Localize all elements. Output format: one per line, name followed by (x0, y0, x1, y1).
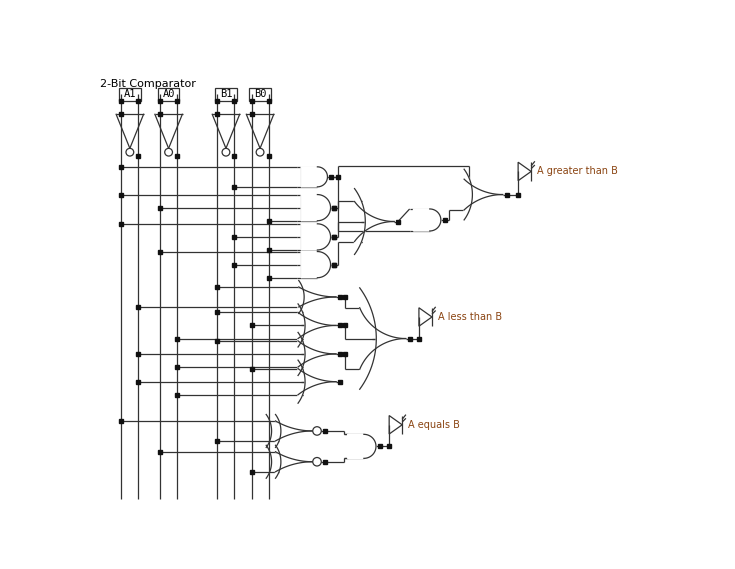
Circle shape (126, 149, 134, 156)
Text: A greater than B: A greater than B (537, 167, 618, 176)
Polygon shape (464, 169, 503, 220)
Text: B1: B1 (220, 89, 232, 100)
Text: A1: A1 (123, 89, 136, 100)
Polygon shape (301, 195, 331, 221)
Polygon shape (414, 209, 441, 231)
Polygon shape (359, 288, 406, 389)
Polygon shape (298, 360, 336, 403)
Circle shape (222, 149, 230, 156)
Polygon shape (354, 188, 394, 254)
Circle shape (313, 427, 321, 435)
Text: A equals B: A equals B (409, 420, 460, 430)
Polygon shape (301, 224, 331, 250)
Circle shape (313, 457, 321, 466)
Circle shape (165, 149, 173, 156)
Polygon shape (298, 281, 336, 314)
Polygon shape (276, 446, 313, 478)
Polygon shape (276, 414, 313, 447)
Polygon shape (298, 304, 336, 347)
Polygon shape (348, 434, 376, 459)
Text: A0: A0 (162, 89, 175, 100)
Polygon shape (301, 251, 331, 278)
Polygon shape (301, 167, 328, 187)
Text: 2-Bit Comparator: 2-Bit Comparator (100, 79, 196, 89)
Text: B0: B0 (254, 89, 266, 100)
Circle shape (257, 149, 264, 156)
Text: A less than B: A less than B (438, 312, 502, 322)
Polygon shape (298, 332, 336, 376)
